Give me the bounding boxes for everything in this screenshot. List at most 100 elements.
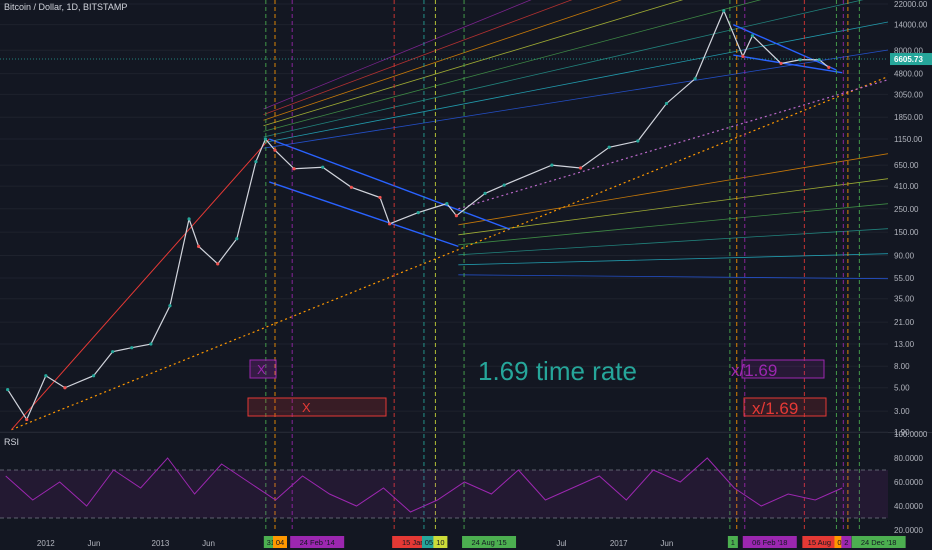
price-point — [91, 374, 96, 378]
pitchfork-line-lower — [458, 203, 889, 246]
date-badge-label: 24 Aug '15 — [471, 538, 506, 547]
pitchfork-line-lower — [458, 274, 889, 280]
pitchfork-line — [263, 0, 622, 121]
channel-lower-2018 — [733, 54, 843, 74]
pitchfork-line-lower — [458, 228, 889, 256]
pitchfork-line — [263, 49, 889, 149]
current-price-badge — [890, 53, 932, 66]
price-point — [216, 262, 220, 266]
price-point — [321, 165, 325, 169]
date-badge-label: 24 Feb '14 — [300, 538, 335, 547]
date-badge-label: 1 — [731, 538, 735, 547]
x-red-box — [247, 397, 387, 417]
price-tick-label: 3.00 — [894, 407, 910, 416]
date-badge-label: 04 — [276, 538, 284, 547]
x-purple-ratio-box — [741, 359, 825, 379]
date-badge — [272, 536, 287, 548]
x-red-label: X — [302, 400, 311, 415]
date-badge — [851, 536, 906, 548]
price-point — [187, 217, 191, 221]
price-point — [502, 183, 506, 187]
x-red-ratio-box — [743, 397, 827, 417]
price-point — [693, 77, 697, 81]
price-point — [273, 148, 277, 152]
price-tick-label: 90.00 — [894, 252, 915, 261]
price-point — [664, 101, 669, 106]
date-badge — [834, 536, 845, 548]
price-point — [254, 160, 258, 164]
price-point — [25, 417, 29, 422]
date-badge — [290, 536, 345, 548]
date-badge-label: 0 — [837, 538, 841, 547]
pitchfork-line — [263, 21, 889, 143]
price-point — [636, 139, 640, 143]
date-badge — [841, 536, 852, 548]
date-badge-label: 05 — [425, 538, 433, 547]
price-tick-label: 410.00 — [894, 182, 919, 191]
price-point — [483, 191, 487, 196]
price-point — [741, 54, 745, 58]
price-tick-label: 150.00 — [894, 228, 919, 237]
time-rate-annotation: 1.69 time rate — [478, 356, 637, 386]
x-red-ratio-label: x/1.69 — [752, 399, 798, 418]
price-point — [817, 58, 821, 62]
pitchfork-line — [263, 0, 762, 132]
price-point — [149, 342, 153, 346]
price-point — [827, 65, 831, 70]
current-price-label: 6605.73 — [894, 55, 923, 64]
price-point — [197, 244, 201, 248]
price-point — [235, 237, 239, 241]
date-badge — [433, 536, 448, 548]
price-tick-label: 22000.00 — [894, 0, 928, 9]
price-point — [578, 166, 583, 170]
date-badge-label: 10 — [436, 538, 444, 547]
price-point — [550, 163, 554, 167]
price-tick-label: 8000.00 — [894, 46, 923, 55]
pitchfork-line — [263, 0, 864, 138]
rsi-tick-label: 40.0000 — [894, 502, 923, 511]
price-tick-label: 250.00 — [894, 205, 919, 214]
rsi-label: RSI — [4, 437, 20, 447]
price-point — [387, 222, 392, 226]
date-badge — [802, 536, 837, 548]
time-tick-label: 2012 — [37, 539, 55, 548]
price-point — [722, 9, 726, 13]
price-tick-label: 1150.00 — [894, 135, 923, 144]
x-purple-ratio-label: x/1.69 — [731, 361, 777, 380]
time-tick-label: Jul — [556, 539, 566, 548]
price-tick-label: 1850.00 — [894, 113, 923, 122]
date-badge-label: 2 — [844, 538, 848, 547]
price-point — [798, 58, 802, 62]
date-badge-label: 31 — [267, 538, 275, 547]
price-tick-label: 55.00 — [894, 274, 915, 283]
price-tick-label: 1.90 — [894, 428, 910, 437]
price-tick-label: 14000.00 — [894, 21, 928, 30]
price-point — [168, 304, 172, 308]
x-purple-label: X — [257, 362, 266, 377]
price-tick-label: 4800.00 — [894, 70, 923, 79]
price-point — [445, 202, 449, 206]
rsi-tick-label: 80.0000 — [894, 454, 923, 463]
price-tick-label: 21.00 — [894, 318, 915, 327]
price-point — [292, 167, 296, 171]
price-point — [750, 34, 755, 38]
price-point — [378, 195, 382, 200]
pitchfork-line-lower — [458, 153, 889, 226]
price-point — [6, 388, 10, 392]
price-point — [263, 137, 268, 141]
price-point — [349, 185, 353, 189]
price-point — [44, 374, 48, 378]
price-point — [607, 145, 611, 149]
price-point — [130, 346, 134, 350]
date-badge — [742, 536, 797, 548]
price-tick-label: 13.00 — [894, 340, 915, 349]
rsi-tick-label: 20.0000 — [894, 526, 923, 535]
pitchfork-line-lower — [458, 178, 889, 236]
price-tick-label: 3050.00 — [894, 90, 923, 99]
rsi-band — [0, 470, 888, 518]
channel-lower-2014 — [269, 181, 459, 248]
pitchfork-line-lower — [458, 253, 889, 266]
time-tick-label: Jun — [202, 539, 215, 548]
